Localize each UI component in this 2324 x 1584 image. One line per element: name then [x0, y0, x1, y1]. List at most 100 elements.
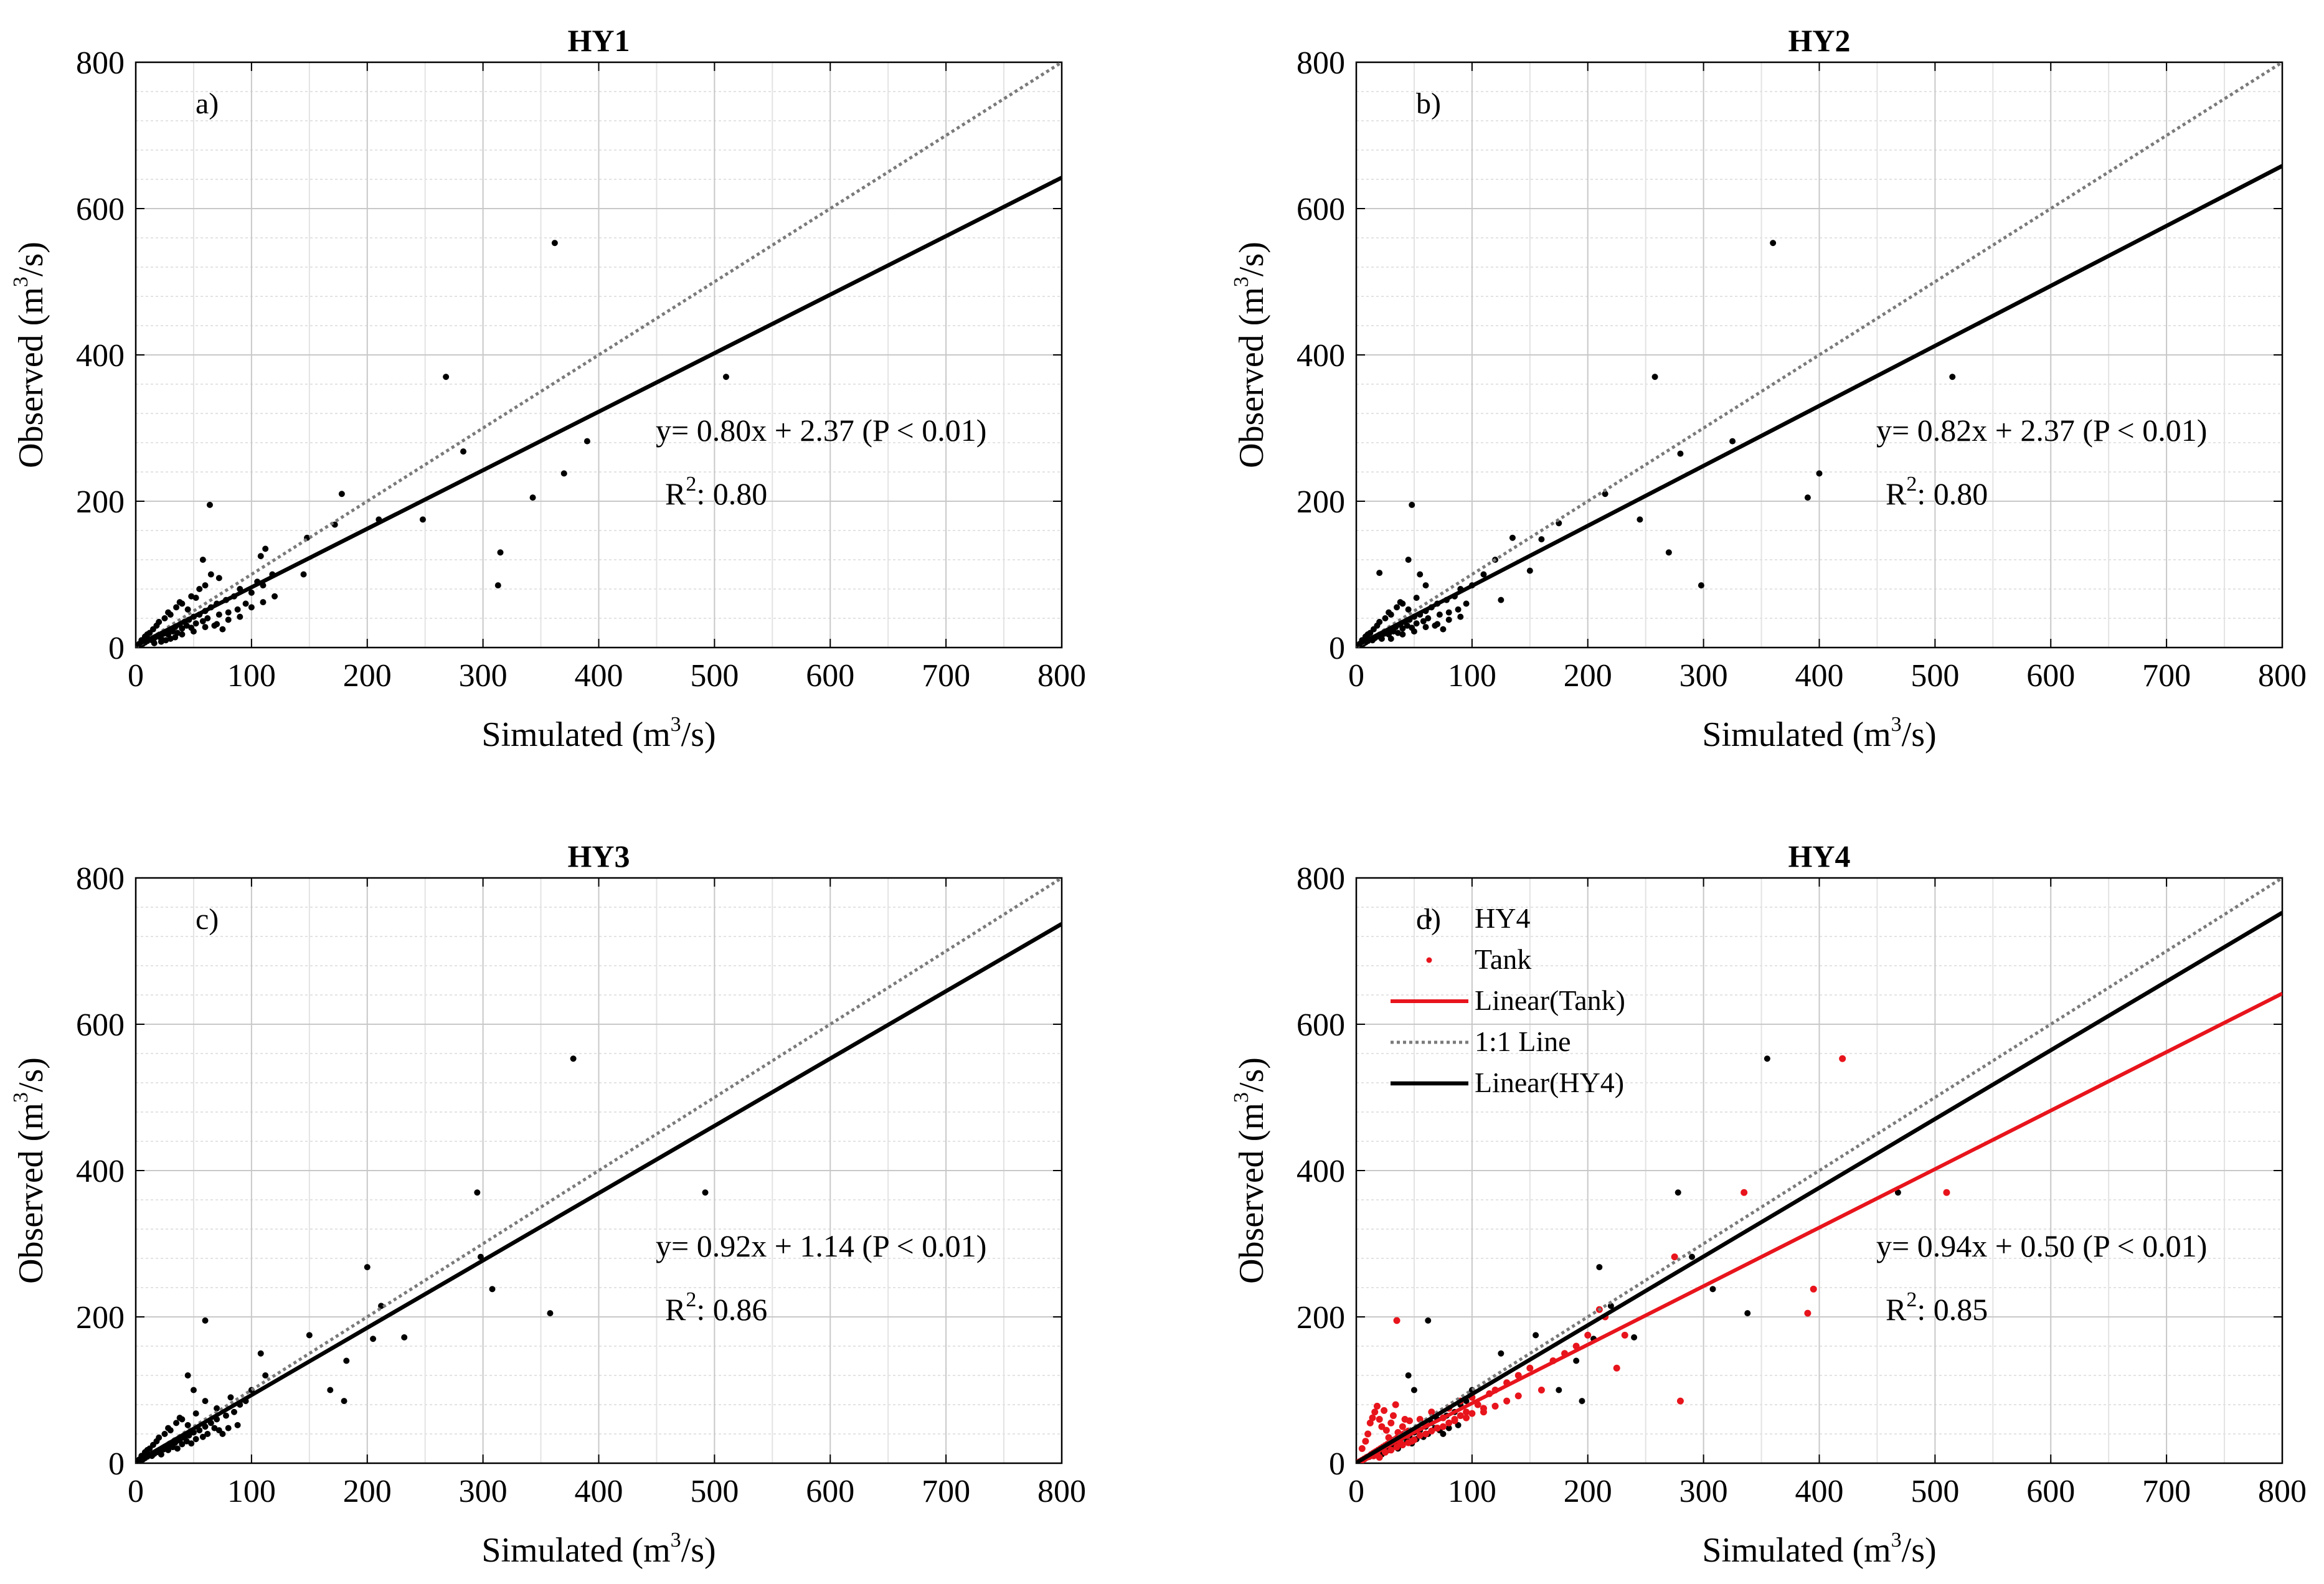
data-point	[443, 374, 450, 380]
regression-equation: y= 0.82x + 2.37 (P < 0.01)	[1876, 413, 2207, 448]
data-point	[583, 438, 590, 445]
y-axis-label-sup: 3	[1230, 276, 1253, 287]
data-point	[1440, 626, 1447, 633]
data-point	[1434, 621, 1441, 628]
y-tick-label: 600	[1297, 192, 1345, 227]
y-axis-label-name: Observed	[1232, 326, 1271, 468]
x-axis-label: Simulated (m3/s)	[481, 713, 716, 754]
data-point	[1406, 1417, 1414, 1425]
data-point	[1382, 615, 1389, 621]
one-to-one-line	[1356, 878, 2282, 1463]
data-point	[1457, 613, 1464, 620]
data-point	[1613, 1364, 1620, 1372]
data-point	[1556, 1387, 1562, 1393]
data-point	[1579, 1398, 1585, 1405]
legend-label: 1:1 Line	[1475, 1025, 1571, 1057]
data-point	[184, 1421, 191, 1428]
r-squared-sup: 2	[1906, 1288, 1917, 1311]
x-tick-label: 500	[1911, 1474, 1959, 1509]
data-point	[237, 613, 243, 620]
data-point	[1526, 567, 1533, 574]
x-tick-label: 0	[1348, 658, 1364, 694]
x-axis-label-unit: (m	[631, 715, 670, 754]
chart-title: HY2	[1788, 23, 1851, 58]
panel-label: a)	[196, 87, 219, 120]
data-point	[183, 622, 190, 629]
data-point	[1584, 1331, 1592, 1339]
data-point	[1445, 609, 1452, 616]
r-squared-prefix: R	[665, 1292, 686, 1327]
data-point	[1399, 625, 1406, 632]
data-point	[219, 626, 226, 633]
data-point	[176, 1415, 183, 1421]
regression-line	[136, 176, 1062, 648]
x-tick-label: 100	[227, 658, 276, 694]
data-point	[551, 240, 558, 247]
data-point	[219, 1431, 226, 1437]
x-axis-label-name: Simulated	[1702, 715, 1852, 754]
one-to-one-line	[136, 62, 1062, 648]
y-axis-label-unit: (m	[12, 287, 50, 326]
r-squared-sup: 2	[686, 473, 696, 496]
data-point	[1602, 491, 1608, 497]
data-point	[1422, 624, 1429, 631]
data-point	[1631, 1334, 1638, 1341]
data-point	[146, 1445, 153, 1452]
data-point	[179, 631, 186, 638]
data-point	[364, 1264, 371, 1271]
data-point	[343, 1357, 350, 1364]
chart-panel-c: 0 100 200 300 400 500 600 700 800 0 200 400 600 800 HY…	[9, 839, 1086, 1570]
panel-label: b)	[1416, 87, 1441, 120]
x-tick-label: 200	[343, 658, 392, 694]
data-point	[161, 1431, 168, 1437]
data-point	[1729, 438, 1736, 445]
y-axis-label: Observed (m3/s)	[1230, 242, 1271, 468]
data-point	[1538, 1387, 1545, 1393]
data-point	[1369, 1414, 1376, 1421]
data-point	[211, 1425, 218, 1431]
data-point	[1463, 1408, 1470, 1416]
data-point	[474, 1189, 481, 1196]
data-point	[257, 553, 264, 560]
r-squared-value: : 0.86	[696, 1292, 767, 1327]
data-point	[202, 582, 209, 589]
x-tick-label: 0	[1348, 1474, 1364, 1509]
data-point	[300, 571, 307, 578]
y-tick-label: 0	[1329, 631, 1345, 666]
data-point	[1416, 1431, 1424, 1439]
x-tick-label: 200	[1564, 1474, 1612, 1509]
data-point	[1376, 1454, 1383, 1461]
data-point	[1770, 240, 1777, 247]
y-tick-label: 600	[1297, 1007, 1345, 1043]
data-point	[1498, 1350, 1504, 1357]
data-point	[257, 1350, 264, 1357]
data-point	[1366, 1419, 1374, 1426]
y-axis-label-sup: 3	[1230, 1092, 1253, 1103]
data-point	[1394, 604, 1401, 611]
legend-label: Linear(HY4)	[1475, 1067, 1624, 1098]
data-point	[1943, 1189, 1950, 1196]
y-axis-label-unit: (m	[12, 1103, 50, 1141]
panel-label: c)	[196, 903, 219, 936]
x-axis-label-name: Simulated	[481, 715, 631, 754]
data-point	[1480, 1408, 1487, 1416]
data-point	[1463, 1414, 1470, 1421]
data-point	[1399, 1423, 1406, 1430]
data-point	[1436, 611, 1443, 618]
y-axis-label: Observed (m3/s)	[9, 1057, 50, 1284]
data-point	[1468, 1410, 1476, 1417]
x-tick-label: 100	[1448, 1474, 1496, 1509]
data-point	[204, 1431, 211, 1437]
x-tick-label: 800	[2258, 658, 2307, 694]
data-point	[1413, 620, 1420, 627]
data-point	[165, 609, 172, 616]
data-point	[401, 1334, 408, 1341]
data-point	[204, 615, 211, 621]
data-point	[1364, 1430, 1372, 1438]
data-point	[370, 1336, 377, 1342]
data-point	[1445, 616, 1452, 623]
data-point	[207, 571, 214, 578]
data-point	[199, 618, 206, 625]
data-point	[1434, 1425, 1441, 1432]
data-point	[202, 1317, 209, 1324]
